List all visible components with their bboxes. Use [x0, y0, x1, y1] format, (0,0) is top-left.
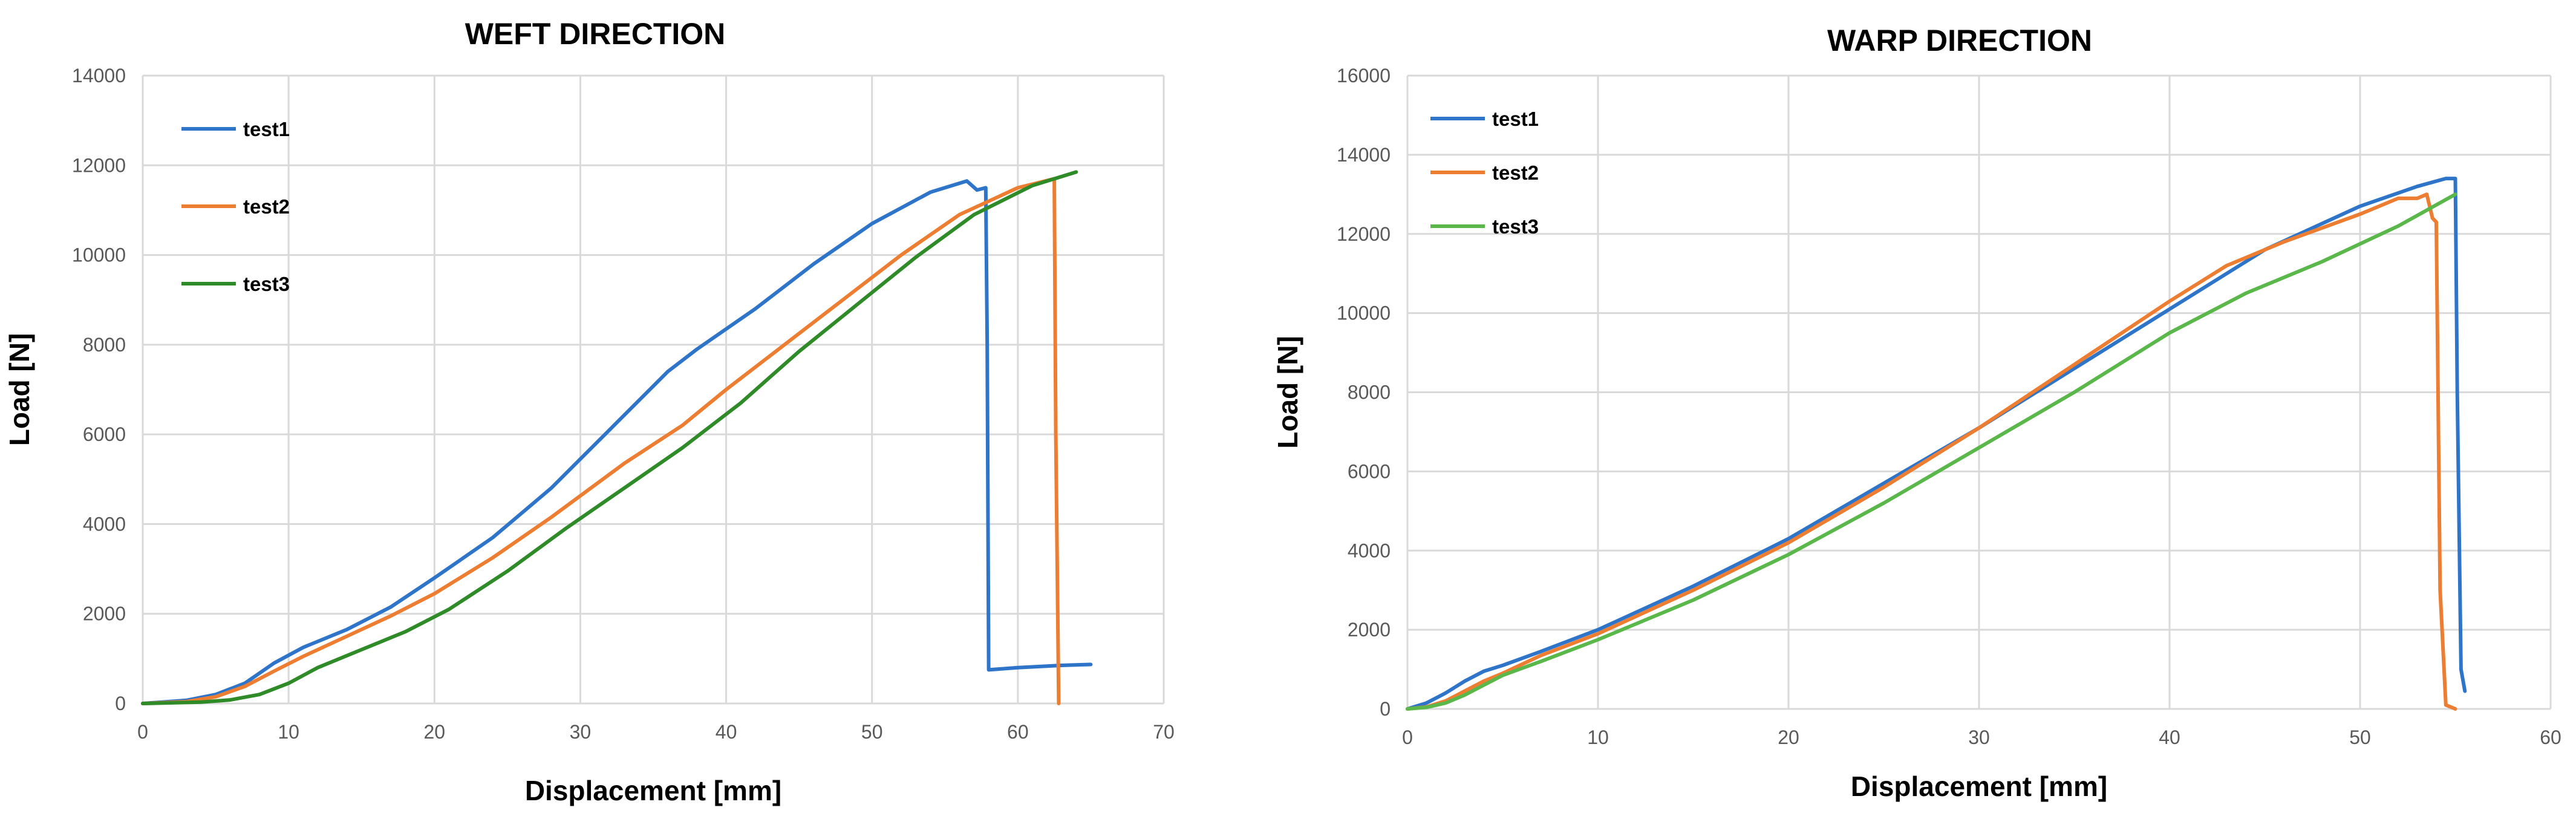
series-line-test1 [141, 179, 1093, 705]
chart-1: 0 2000 4000 6000 8000 10000 12000 14000 0 10 20 30 4… [4, 17, 1175, 806]
y-tick-label: 6000 [1348, 460, 1391, 482]
x-tick-label: 0 [137, 721, 148, 743]
y-tick-label: 10000 [1337, 302, 1391, 324]
legend-label: test1 [243, 118, 290, 140]
legend-label: test3 [1492, 215, 1539, 238]
y-tick-label: 2000 [1348, 619, 1391, 641]
chart-title: WARP DIRECTION [1827, 24, 2092, 57]
x-tick-label: 50 [861, 721, 883, 743]
y-tick-label: 16000 [1337, 65, 1391, 86]
legend: test1 test2 test3 [1430, 108, 1539, 238]
y-tick-label: 12000 [1337, 223, 1391, 245]
legend-label: test2 [1492, 162, 1539, 184]
y-tick-label: 0 [1380, 698, 1391, 720]
x-tick-label: 30 [1968, 726, 1990, 748]
x-tick-label: 40 [716, 721, 737, 743]
x-tick-label: 20 [1778, 726, 1799, 748]
x-axis-label: Displacement [mm] [1851, 771, 2107, 802]
y-tick-label: 12000 [72, 154, 126, 176]
y-tick-label: 6000 [83, 423, 126, 445]
y-tick-label: 10000 [72, 244, 126, 266]
x-tick-label: 10 [1587, 726, 1609, 748]
x-tick-label: 60 [1007, 721, 1029, 743]
y-tick-label: 2000 [83, 603, 126, 625]
y-tick-label: 14000 [72, 65, 126, 86]
y-axis-label: Load [N] [1272, 336, 1303, 449]
series-line-test2 [1406, 192, 2457, 711]
y-axis-label: Load [N] [4, 333, 35, 446]
y-tick-label: 8000 [1348, 382, 1391, 403]
series-line-test3 [1406, 192, 2457, 711]
y-tick-label: 4000 [1348, 540, 1391, 561]
x-tick-label: 40 [2159, 726, 2180, 748]
chart-2: 0 2000 4000 6000 8000 10000 12000 14000 16000 0 10… [1272, 24, 2561, 802]
series-line-test2 [141, 177, 1061, 705]
x-tick-label: 20 [423, 721, 445, 743]
x-tick-label: 60 [2540, 726, 2561, 748]
legend-label: test3 [243, 273, 290, 295]
y-tick-label: 14000 [1337, 144, 1391, 166]
y-tick-label: 4000 [83, 513, 126, 535]
y-tick-label: 8000 [83, 334, 126, 356]
x-tick-label: 50 [2349, 726, 2371, 748]
x-tick-label: 10 [278, 721, 299, 743]
x-tick-label: 70 [1153, 721, 1175, 743]
y-tick-label: 0 [115, 693, 126, 714]
x-tick-label: 30 [570, 721, 592, 743]
x-axis-label: Displacement [mm] [525, 775, 781, 806]
legend-label: test2 [243, 195, 290, 218]
chart-title: WEFT DIRECTION [465, 17, 726, 51]
x-tick-label: 0 [1402, 726, 1413, 748]
legend: test1 test2 test3 [181, 118, 290, 295]
series-line-test3 [141, 170, 1078, 705]
legend-label: test1 [1492, 108, 1539, 130]
